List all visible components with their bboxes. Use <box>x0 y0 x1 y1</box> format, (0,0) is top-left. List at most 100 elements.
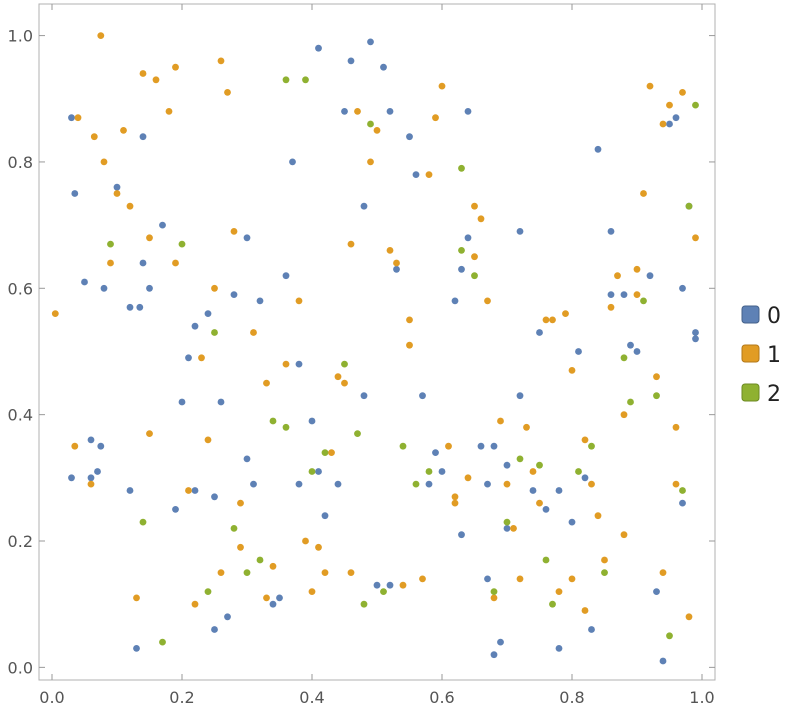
point-series-1-89 <box>653 373 660 381</box>
y-tick-label-2: 0.4 <box>8 406 33 425</box>
point-series-1-87 <box>588 480 595 488</box>
legend-swatch-1 <box>741 344 760 363</box>
point-series-2-16 <box>380 588 387 595</box>
point-series-2-18 <box>412 480 420 488</box>
point-series-1-34 <box>484 297 491 305</box>
x-tick-label-1: 0.2 <box>169 688 194 707</box>
point-series-0-97 <box>536 329 543 336</box>
point-series-0-80 <box>419 392 426 400</box>
point-series-1-86 <box>562 310 569 317</box>
point-series-1-98 <box>581 607 589 614</box>
point-series-1-53 <box>113 190 121 197</box>
point-series-1-72 <box>601 556 608 564</box>
point-series-0-48 <box>503 461 511 469</box>
point-series-0-26 <box>295 480 303 488</box>
point-series-1-32 <box>464 474 472 482</box>
point-series-1-60 <box>263 594 270 602</box>
point-series-2-42 <box>620 354 628 362</box>
point-series-0-89 <box>666 120 673 128</box>
point-series-0-93 <box>393 265 400 273</box>
point-series-0-17 <box>217 398 225 406</box>
point-series-1-14 <box>224 89 231 96</box>
point-series-1-62 <box>308 588 316 595</box>
point-series-2-21 <box>471 272 478 280</box>
point-series-0-57 <box>620 291 628 298</box>
point-series-1-45 <box>633 265 641 273</box>
point-series-1-36 <box>510 525 517 532</box>
point-series-0-8 <box>136 303 144 311</box>
point-series-1-71 <box>568 575 576 583</box>
point-series-1-23 <box>354 108 361 115</box>
point-series-0-53 <box>568 518 576 526</box>
point-series-1-81 <box>386 247 394 254</box>
point-series-0-4 <box>94 468 101 475</box>
point-series-1-50 <box>692 234 699 242</box>
point-series-2-7 <box>256 556 264 564</box>
point-series-1-80 <box>315 543 322 551</box>
point-series-1-41 <box>581 436 589 444</box>
point-series-2-6 <box>243 569 251 576</box>
point-series-2-14 <box>354 430 361 437</box>
point-series-1-40 <box>568 367 576 374</box>
point-series-1-4 <box>107 259 114 267</box>
point-series-0-19 <box>230 291 238 298</box>
point-series-0-15 <box>204 310 212 317</box>
point-series-0-44 <box>477 442 485 450</box>
point-series-0-35 <box>380 63 387 71</box>
point-series-1-76 <box>672 423 680 431</box>
point-series-1-55 <box>146 430 153 437</box>
legend-item-1[interactable]: 1 <box>741 343 781 368</box>
point-series-0-32 <box>360 392 368 400</box>
point-series-1-96 <box>490 594 498 602</box>
point-series-1-88 <box>633 291 641 298</box>
point-series-2-22 <box>503 518 511 526</box>
point-series-1-68 <box>503 480 511 488</box>
point-series-0-67 <box>100 284 108 292</box>
point-series-1-84 <box>477 215 485 223</box>
point-series-2-37 <box>282 423 290 431</box>
legend-item-2[interactable]: 2 <box>741 382 781 407</box>
point-series-1-63 <box>328 449 335 456</box>
point-series-1-31 <box>451 493 459 501</box>
point-series-1-11 <box>185 487 192 494</box>
point-series-0-27 <box>308 417 316 425</box>
series-0 <box>68 38 699 665</box>
point-series-1-17 <box>263 379 270 387</box>
point-series-1-94 <box>341 379 348 387</box>
point-series-0-86 <box>575 348 582 355</box>
point-series-0-50 <box>529 487 537 494</box>
point-series-1-91 <box>146 234 153 242</box>
point-series-2-35 <box>692 101 699 109</box>
point-series-0-92 <box>360 202 368 210</box>
point-series-0-66 <box>87 474 95 482</box>
point-series-0-60 <box>659 657 667 665</box>
x-tick-label-3: 0.6 <box>429 688 454 707</box>
point-series-0-99 <box>627 341 634 349</box>
point-series-2-3 <box>178 240 186 248</box>
point-series-1-22 <box>347 569 355 576</box>
point-series-0-39 <box>425 480 433 488</box>
point-series-0-37 <box>406 133 413 141</box>
point-series-1-37 <box>523 423 530 431</box>
point-series-1-44 <box>620 411 628 419</box>
point-series-0-46 <box>490 651 498 659</box>
point-series-0-1 <box>71 190 79 197</box>
point-series-2-20 <box>458 247 465 254</box>
legend: 0 1 2 <box>741 304 781 407</box>
point-series-1-78 <box>191 600 199 608</box>
point-series-1-61 <box>295 297 303 305</box>
point-series-1-30 <box>445 442 452 450</box>
point-series-1-52 <box>87 480 95 488</box>
point-series-1-48 <box>666 101 673 109</box>
point-series-1-82 <box>425 171 433 179</box>
point-series-1-29 <box>432 114 439 122</box>
point-series-0-82 <box>484 575 491 583</box>
point-series-0-91 <box>692 335 699 343</box>
point-series-0-20 <box>243 455 251 463</box>
point-series-2-4 <box>204 588 212 595</box>
legend-item-0[interactable]: 0 <box>741 304 781 329</box>
legend-swatch-0 <box>741 305 760 324</box>
point-series-2-15 <box>367 120 374 128</box>
point-series-1-8 <box>152 76 160 84</box>
